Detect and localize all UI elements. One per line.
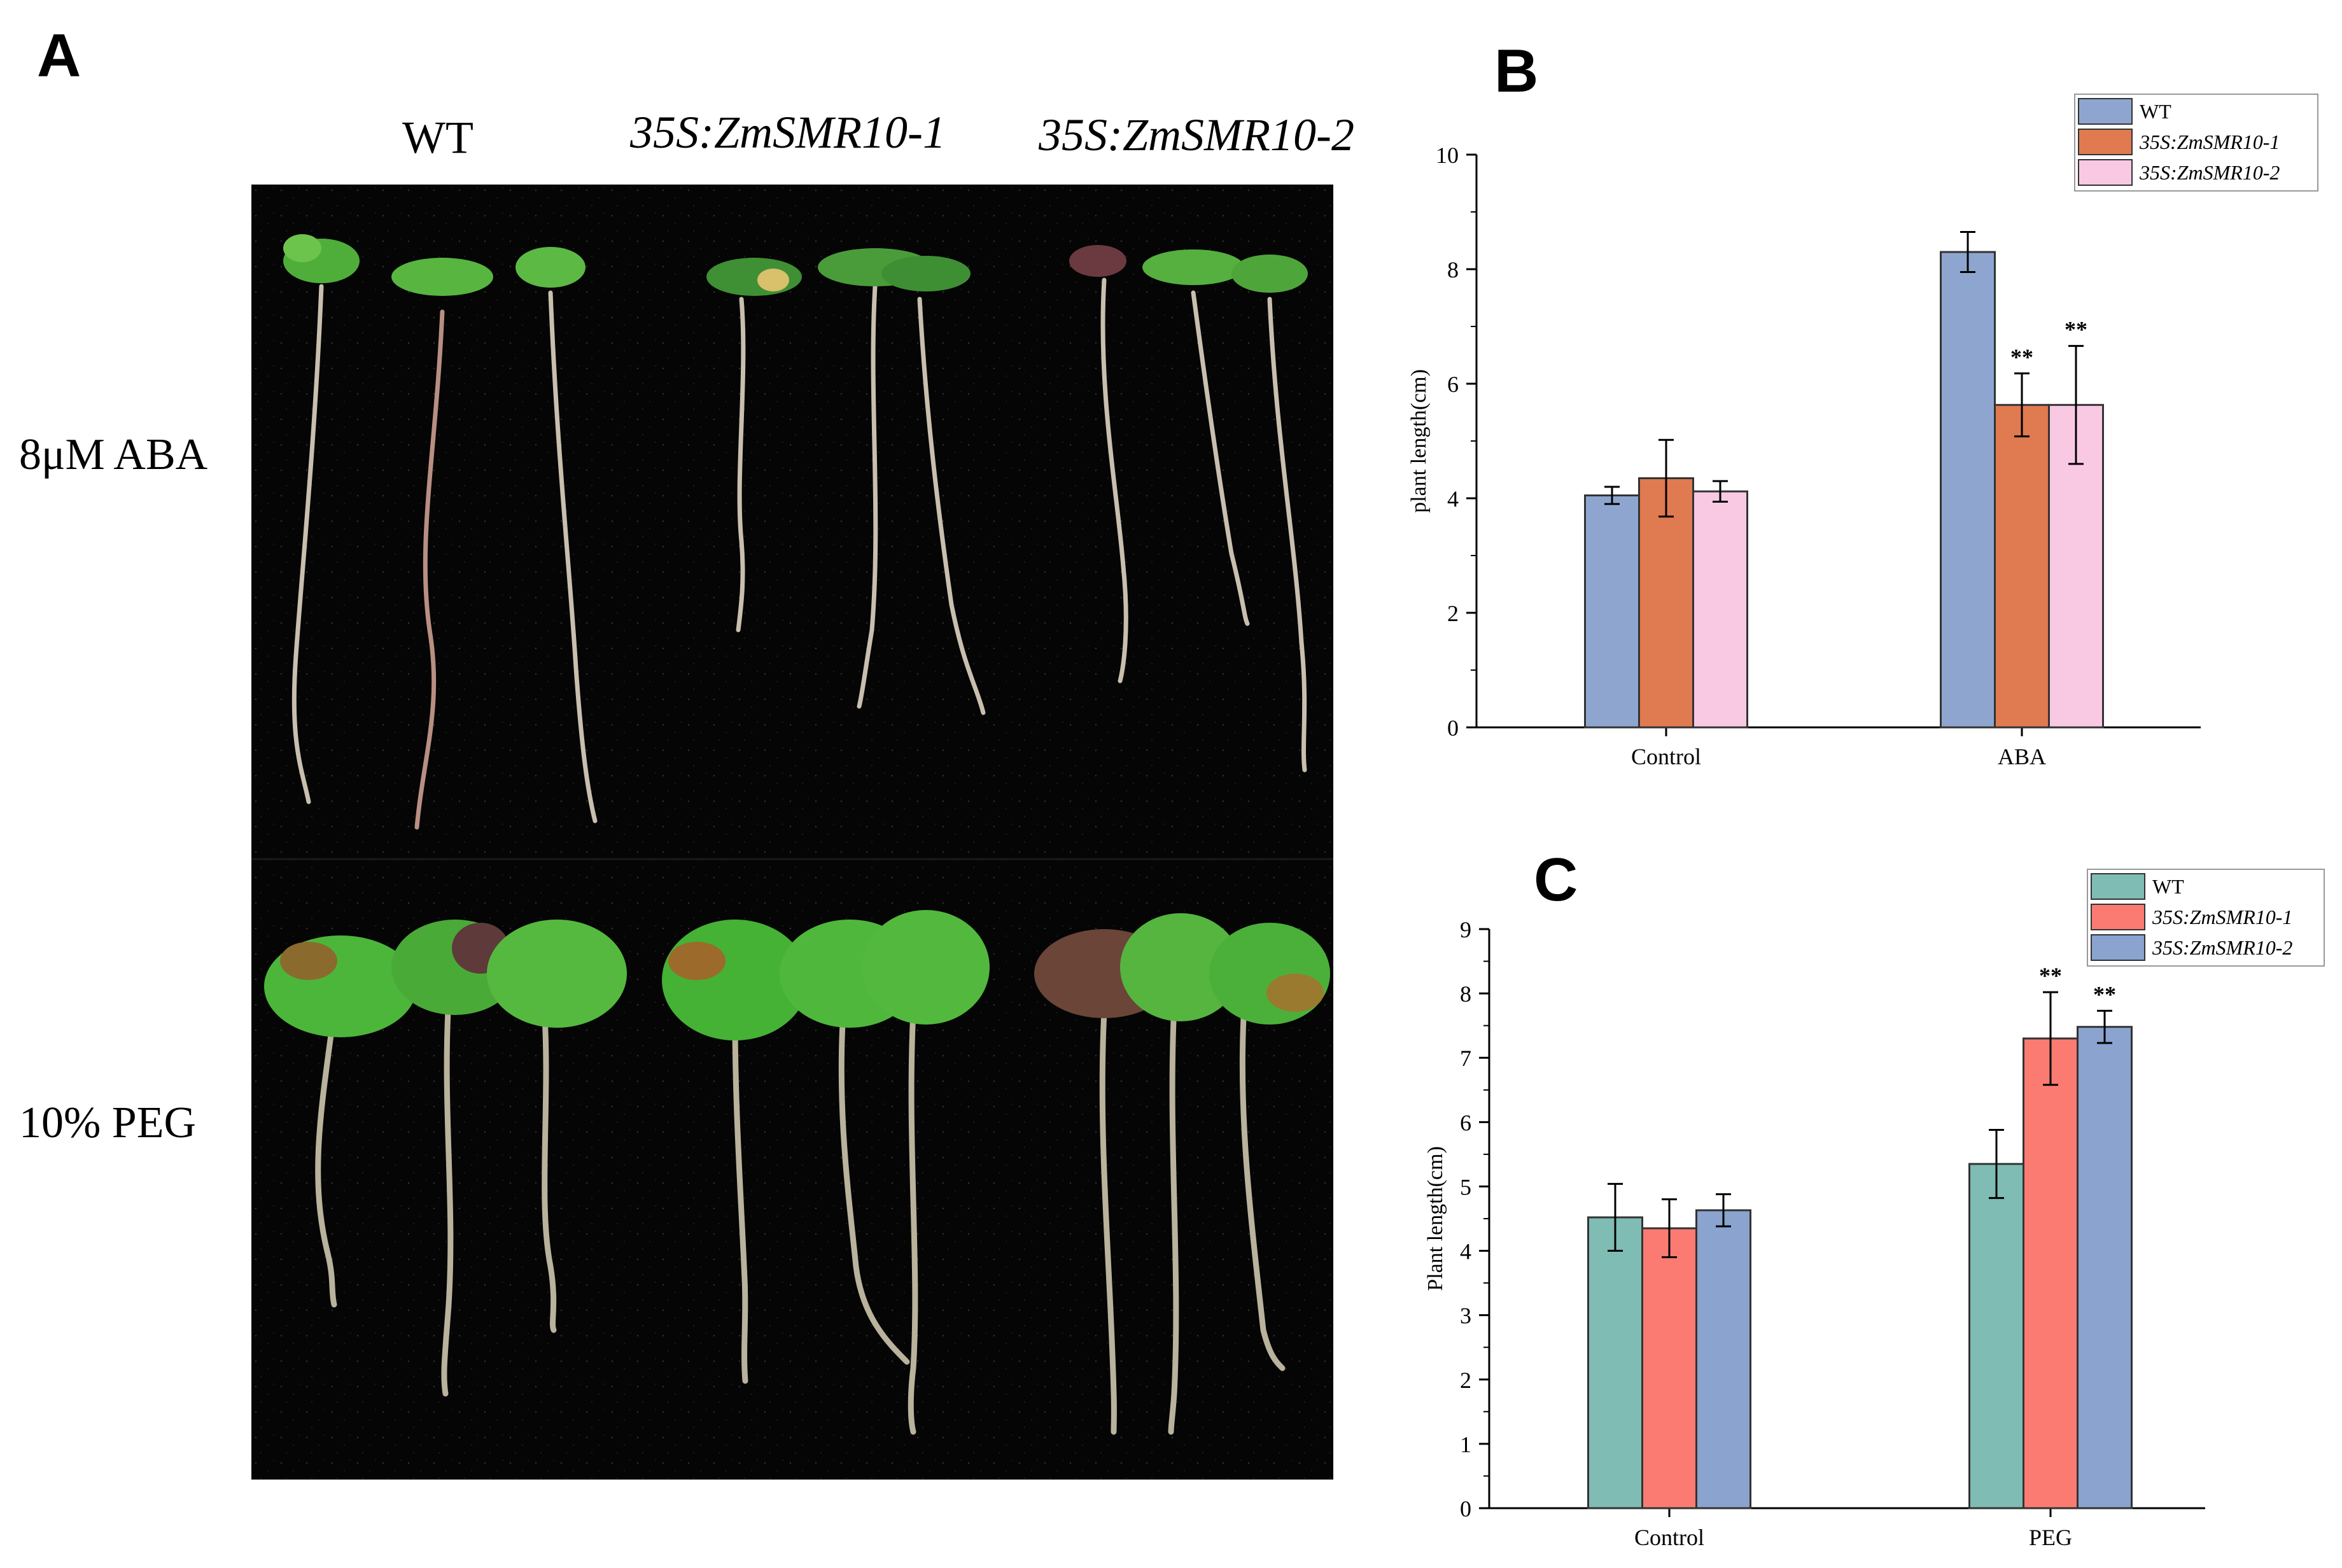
significance-label: **: [2093, 981, 2116, 1007]
significance-label: **: [2010, 344, 2033, 370]
y-tick-label: 8: [1447, 257, 1459, 283]
bar: [1692, 490, 1748, 729]
legend-swatch: [2091, 873, 2145, 900]
bar: [1940, 251, 1996, 729]
bar: [1584, 494, 1640, 729]
bar: [1695, 1209, 1751, 1509]
aba-shoots: [283, 234, 1308, 296]
legend-swatch: [2091, 934, 2145, 961]
legend-swatch: [2078, 129, 2133, 155]
bar: [1587, 1216, 1643, 1509]
significance-label: **: [2065, 317, 2087, 342]
y-axis-label: Plant length(cm): [1424, 1146, 1447, 1291]
chart-b: 0 2 4 6 8 10 plant length(cm) Control ABA ** ** WT 3…: [1407, 94, 2318, 769]
y-tick-label: 0: [1460, 1496, 1471, 1522]
bar: [1968, 1163, 2024, 1509]
column-label-wt: WT: [402, 112, 473, 163]
y-tick-label: 6: [1460, 1110, 1471, 1135]
legend-label: 35S:ZmSMR10-2: [2152, 936, 2292, 959]
bar: [2023, 1037, 2079, 1509]
bar: [1994, 403, 2050, 729]
column-label-zmsmr10-1: 35S:ZmSMR10-1: [630, 107, 946, 158]
y-tick-label: 3: [1460, 1303, 1471, 1329]
legend-label: 35S:ZmSMR10-1: [2152, 906, 2292, 928]
bar: [1641, 1227, 1697, 1509]
peg-roots: [315, 996, 1286, 1435]
legend-label: 35S:ZmSMR10-2: [2139, 161, 2280, 184]
x-tick-label: PEG: [2029, 1525, 2072, 1550]
legend-label: WT: [2140, 100, 2171, 123]
y-tick-label: 2: [1460, 1368, 1471, 1393]
panel-a-letter: A: [37, 22, 81, 90]
y-tick-label: 8: [1460, 981, 1471, 1007]
panel-c-letter: C: [1534, 846, 1578, 914]
y-tick-label: 7: [1460, 1046, 1471, 1071]
bar: [2077, 1026, 2133, 1509]
x-tick-label: Control: [1631, 744, 1701, 769]
y-axis-label: plant length(cm): [1407, 369, 1431, 513]
y-tick-label: 0: [1447, 715, 1459, 741]
y-tick-label: 4: [1447, 486, 1459, 512]
y-tick-label: 5: [1460, 1174, 1471, 1200]
y-tick-label: 1: [1460, 1432, 1471, 1457]
legend-swatch: [2078, 98, 2133, 125]
legend-swatch: [2091, 904, 2145, 930]
bar: [1638, 477, 1694, 729]
column-label-zmsmr10-2: 35S:ZmSMR10-2: [1039, 109, 1354, 160]
legend-label: 35S:ZmSMR10-1: [2139, 130, 2280, 153]
x-tick-label: ABA: [1998, 744, 2046, 769]
chart-c: 0 1 2 3 4 5 6 7 8 9 Plant length(cm) Control PEG ** **…: [1424, 869, 2325, 1550]
panel-b-letter: B: [1494, 37, 1539, 105]
legend-swatch: [2078, 159, 2133, 186]
peg-rosettes: [264, 910, 1330, 1040]
y-tick-label: 10: [1436, 143, 1459, 168]
row-label-peg: 10% PEG: [19, 1098, 197, 1147]
y-tick-label: 2: [1447, 601, 1459, 626]
x-tick-label: Control: [1634, 1525, 1704, 1550]
legend-label: WT: [2152, 875, 2184, 898]
aba-roots: [291, 277, 1307, 830]
y-tick-label: 6: [1447, 372, 1459, 397]
significance-label: **: [2039, 963, 2062, 988]
row-label-aba: 8μM ABA: [19, 430, 208, 479]
y-tick-label: 9: [1460, 917, 1471, 942]
y-tick-label: 4: [1460, 1239, 1471, 1264]
seedling-photo: [251, 185, 1333, 1480]
